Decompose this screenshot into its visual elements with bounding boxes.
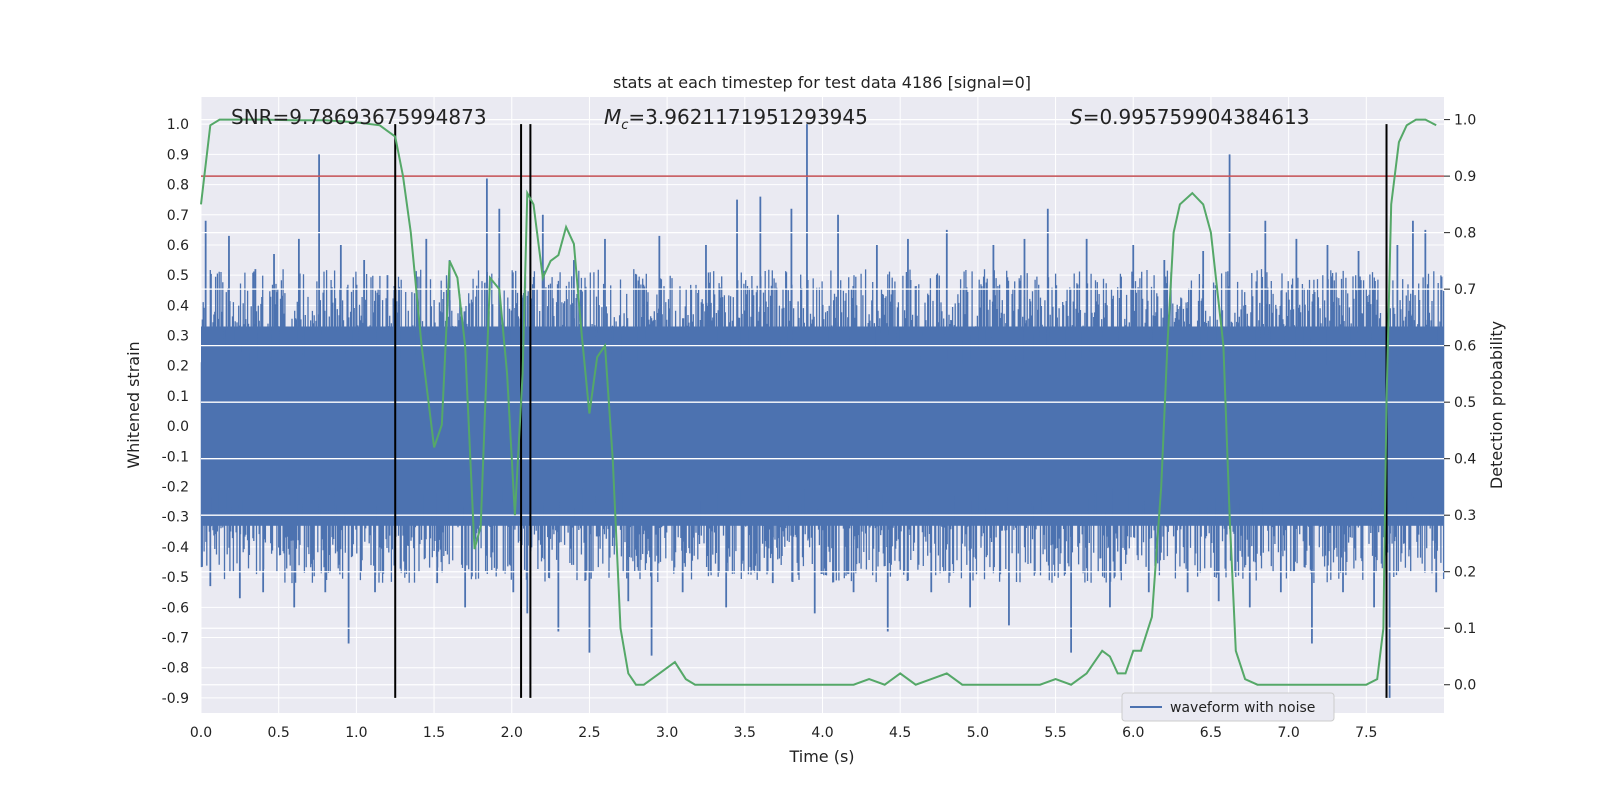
y-tick-label: -0.2 (162, 480, 189, 496)
s-annotation: S=0.995759904384613 (1070, 105, 1309, 129)
y-tick-label: -0.6 (162, 600, 189, 616)
y-tick-label: 0.5 (167, 268, 189, 284)
x-tick-label: 1.5 (423, 725, 445, 741)
s-symbol: S (1070, 105, 1083, 129)
legend-box (1121, 692, 1335, 722)
x-tick-label: 5.5 (1044, 725, 1066, 741)
y-tick-label: 0.3 (167, 329, 189, 345)
y-right-tick-label: 0.0 (1454, 678, 1476, 694)
y-tick-label: 0.1 (167, 389, 189, 405)
y-tick-label: 1.0 (167, 117, 189, 133)
x-tick-label: 4.0 (811, 725, 833, 741)
x-tick-label: 2.0 (501, 725, 523, 741)
y-tick-label: -0.1 (162, 449, 189, 465)
x-axis-label: Time (s) (788, 747, 854, 766)
x-tick-label: 3.5 (734, 725, 756, 741)
y-tick-label: 0.0 (167, 419, 189, 435)
s-value: =0.995759904384613 (1083, 105, 1310, 129)
y-right-tick-label: 0.3 (1454, 508, 1476, 524)
y-tick-label: 0.6 (167, 238, 189, 254)
y-right-tick-label: 0.6 (1454, 339, 1476, 355)
x-tick-label: 4.5 (889, 725, 911, 741)
y-tick-labels: 1.0 0.9 0.8 0.7 0.6 0.5 0.4 0.3 0.2 0.1 0.0 -0.1 -0.… (162, 117, 189, 707)
x-tick-label: 6.5 (1200, 725, 1222, 741)
snr-annotation: SNR=9.78693675994873 (231, 105, 487, 129)
chirp-mass-annotation: Mc=3.9621171951293945 (604, 105, 868, 133)
y-right-axis-label: Detection probability (1487, 321, 1506, 489)
y-tick-label: 0.7 (167, 208, 189, 224)
legend-label: waveform with noise (1170, 700, 1315, 716)
y-axis-label: Whitened strain (124, 341, 143, 468)
x-tick-label: 5.0 (967, 725, 989, 741)
y-tick-label: 0.2 (167, 359, 189, 375)
y-right-tick-label: 0.9 (1454, 169, 1476, 185)
y-tick-label: -0.5 (162, 570, 189, 586)
y-tick-label: -0.9 (162, 691, 189, 707)
y-tick-label: -0.8 (162, 661, 189, 677)
y-right-tick-label: 0.4 (1454, 452, 1476, 468)
x-tick-label: 0.0 (190, 725, 212, 741)
y-right-tick-label: 0.7 (1454, 282, 1476, 298)
y-tick-label: -0.4 (162, 540, 189, 556)
y-right-tick-label: 0.8 (1454, 226, 1476, 242)
detection-probability-line (200, 118, 1437, 686)
y-right-tick-label: 0.1 (1454, 621, 1476, 637)
y-right-tick-label: 1.0 (1454, 113, 1476, 129)
y-right-tick-label: 0.5 (1454, 395, 1476, 411)
y-tick-label: -0.3 (162, 510, 189, 526)
x-tick-label: 2.5 (578, 725, 600, 741)
chart-title: stats at each timestep for test data 418… (613, 73, 1031, 92)
mc-subscript: c (621, 118, 628, 133)
y-right-tick-labels: 1.0 0.9 0.8 0.7 0.6 0.5 0.4 0.3 0.2 0.1 0.0 (1444, 113, 1476, 694)
x-tick-label: 1.0 (345, 725, 367, 741)
y-right-tick-label: 0.2 (1454, 565, 1476, 581)
x-tick-label: 3.0 (656, 725, 678, 741)
legend: waveform with noise (1121, 692, 1335, 722)
x-tick-label: 0.5 (268, 725, 290, 741)
y-tick-label: -0.7 (162, 631, 189, 647)
x-tick-label: 7.5 (1355, 725, 1377, 741)
waveform-with-noise-series (200, 124, 1445, 698)
y-tick-label: 0.8 (167, 178, 189, 194)
y-tick-label: 0.9 (167, 147, 189, 163)
y-tick-label: 0.4 (167, 298, 189, 314)
x-tick-label: 7.0 (1277, 725, 1299, 741)
mc-symbol: M (604, 105, 621, 129)
x-tick-label: 6.0 (1122, 725, 1144, 741)
x-tick-labels: 0.0 0.5 1.0 1.5 2.0 2.5 3.0 3.5 4.0 4.5 5.0 5.5 6.0 6… (190, 725, 1378, 741)
mc-value: =3.9621171951293945 (628, 105, 867, 129)
